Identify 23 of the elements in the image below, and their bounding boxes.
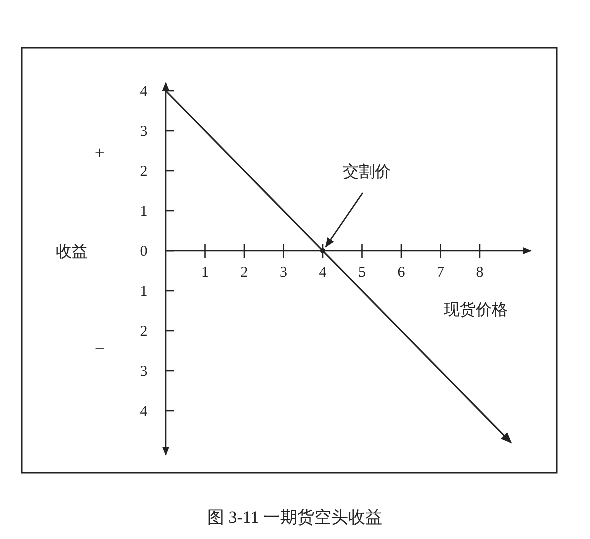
x-tick-label: 5 (358, 265, 366, 281)
annotation: 交割价 (342, 163, 391, 181)
x-tick-label: 3 (280, 265, 288, 281)
y-tick-label: 1 (140, 284, 148, 300)
y-tick-label: 2 (140, 324, 148, 340)
x-tick-label: 4 (319, 265, 328, 281)
y-tick-label: 2 (140, 164, 148, 180)
text: 图 3-11 一期货空头收益 (207, 508, 383, 527)
x-tick-label: 6 (398, 265, 406, 281)
y-tick-label: 0 (140, 244, 148, 260)
y-axis-title: 收益 (56, 243, 88, 261)
x-tick-label: 7 (436, 265, 445, 281)
y-tick-label: 1 (140, 204, 148, 220)
text: − (94, 339, 106, 359)
y-tick-label: 3 (140, 124, 148, 140)
y-tick-label: 3 (140, 364, 148, 380)
y-tick-label: 4 (140, 84, 148, 100)
x-tick-label: 1 (201, 265, 209, 281)
x-axis-title: 现货价格 (444, 301, 508, 319)
x-tick-label: 2 (240, 265, 248, 281)
y-tick-label: 4 (140, 404, 148, 420)
text: + (94, 143, 106, 163)
x-tick-label: 8 (476, 265, 484, 281)
